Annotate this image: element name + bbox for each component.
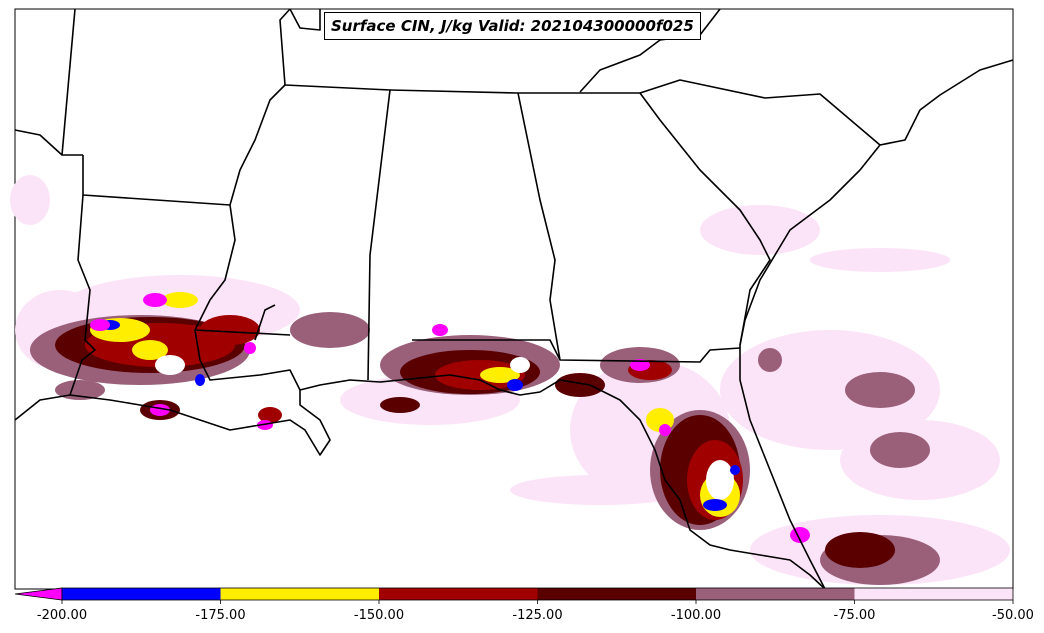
colorbar-tick-label: -100.00 [670,608,722,623]
colorbar-tick-label: -125.00 [512,608,563,623]
colorbar-tick-label: -175.00 [195,608,246,623]
cin-field [10,175,1010,585]
colorbar-bin-3 [537,588,696,600]
colorbar-tick-label: -200.00 [36,608,88,623]
map-title: Surface CIN, J/kg Valid: 202104300000f02… [324,12,701,40]
colorbar-tick-label: -150.00 [353,608,405,623]
state-borders [14,8,1014,590]
colorbar-bin-2 [379,588,538,600]
colorbar [14,587,1014,604]
colorbar-bin-0 [62,588,221,600]
colorbar-tick-label: -75.00 [833,608,876,623]
colorbar-bin-4 [696,588,855,600]
colorbar-bin-1 [220,588,379,600]
colorbar-bin-5 [854,588,1013,600]
colorbar-tick-label: -50.00 [992,608,1034,623]
colorbar-under-extension [14,587,63,601]
